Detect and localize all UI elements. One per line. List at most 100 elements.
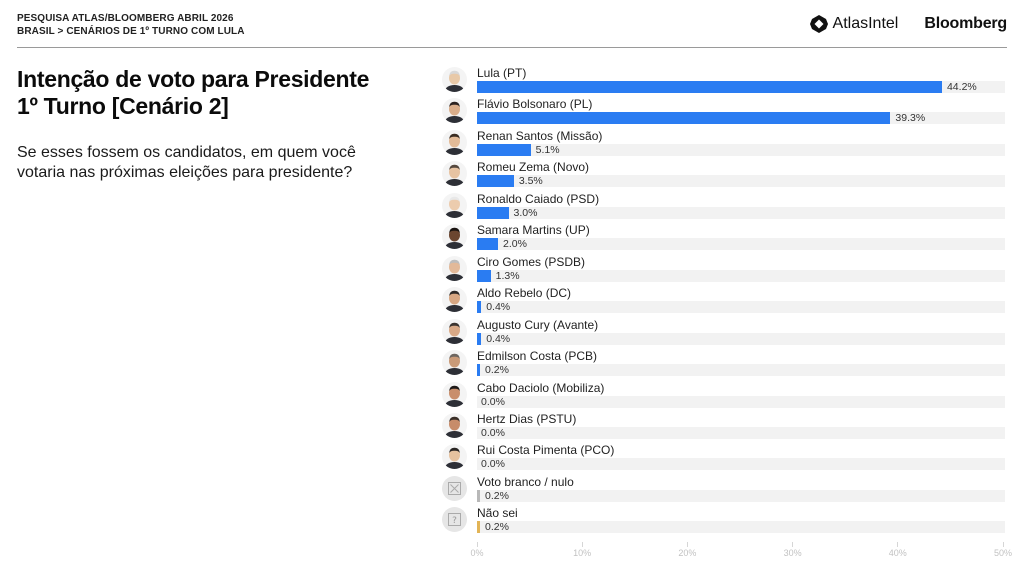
chart-row: Samara Martins (UP) 2.0% <box>440 221 1010 252</box>
tick-label: 0% <box>470 548 484 558</box>
x-axis-tick: 30% <box>778 542 808 558</box>
candidate-photo-icon <box>442 192 467 218</box>
candidate-label: Ronaldo Caiado (PSD) <box>477 191 600 206</box>
atlasintel-wordmark: AtlasIntel <box>832 15 899 32</box>
tick-mark <box>476 542 478 547</box>
x-axis-tick: 20% <box>672 542 702 558</box>
bar <box>477 81 942 93</box>
bar-track: 2.0% <box>477 238 1005 251</box>
candidate-label: Augusto Cury (Avante) <box>477 317 599 332</box>
atlasintel-octagon-icon <box>809 15 828 33</box>
x-axis-tick: 40% <box>883 542 913 558</box>
value-label: 0.0% <box>481 458 505 471</box>
bar <box>477 175 514 188</box>
value-label: 5.1% <box>535 143 560 156</box>
value-label: 0.2% <box>485 364 509 377</box>
x-axis-tick: 50% <box>988 542 1018 558</box>
x-axis-tick: 0% <box>462 542 492 558</box>
chart-row: Romeu Zema (Novo) 3.5% <box>440 158 1010 189</box>
candidate-label: Cabo Daciolo (Mobiliza) <box>477 380 605 395</box>
tick-mark <box>897 542 899 547</box>
tick-label: 50% <box>993 548 1012 558</box>
candidate-label: Aldo Rebelo (DC) <box>477 286 572 301</box>
candidate-label: Hertz Dias (PSTU) <box>477 411 577 426</box>
candidate-label: Rui Costa Pimenta (PCO) <box>477 443 615 458</box>
candidate-label: Edmilson Costa (PCB) <box>477 349 598 364</box>
bar <box>477 269 491 282</box>
header-divider <box>17 47 1007 48</box>
bar-track: 1.3% <box>477 269 1005 282</box>
bar-track: 0.4% <box>477 332 1005 345</box>
bar <box>477 332 482 345</box>
bar <box>477 521 480 534</box>
page-title: Intenção de voto para Presidente 1º Turn… <box>17 66 417 120</box>
bar <box>477 364 480 377</box>
candidate-photo-icon <box>442 161 467 187</box>
title-line-2: 1º Turno [Cenário 2] <box>17 93 229 119</box>
chart-row: Hertz Dias (PSTU) 0.0% <box>440 410 1010 441</box>
tick-mark <box>1002 542 1004 547</box>
chart-row: Rui Costa Pimenta (PCO) 0.0% <box>440 441 1010 472</box>
tick-mark <box>792 542 794 547</box>
breadcrumb: BRASIL > CENÁRIOS DE 1º TURNO COM LULA <box>17 26 245 37</box>
value-label: 1.3% <box>495 269 520 282</box>
chart-row: Augusto Cury (Avante) 0.4% <box>440 316 1010 347</box>
question-mark-icon: ? <box>442 507 467 533</box>
bar-track: 0.0% <box>477 458 1005 471</box>
x-axis: 0% 10% 20% 30% 40% 50% <box>470 542 1012 562</box>
chart-row: ? Não sei 0.2% <box>440 504 1010 535</box>
bloomberg-logo: Bloomberg <box>924 15 1007 32</box>
chart-row: Cabo Daciolo (Mobiliza) 0.0% <box>440 379 1010 410</box>
value-label: 39.3% <box>895 112 926 125</box>
bar <box>477 206 509 219</box>
value-label: 0.0% <box>481 426 505 439</box>
value-label: 3.5% <box>518 175 543 188</box>
chart-row: Flávio Bolsonaro (PL) 39.3% <box>440 95 1010 126</box>
tick-mark <box>686 542 688 547</box>
chart-row: Ronaldo Caiado (PSD) 3.0% <box>440 190 1010 221</box>
bar-track: 3.5% <box>477 175 1005 188</box>
candidate-photo-icon <box>442 255 467 281</box>
bar-track: 0.4% <box>477 301 1005 314</box>
chart-row: Edmilson Costa (PCB) 0.2% <box>440 347 1010 378</box>
candidate-label: Voto branco / nulo <box>477 474 574 489</box>
title-line-1: Intenção de voto para Presidente <box>17 66 370 92</box>
chart-row: Lula (PT) 44.2% <box>440 64 1010 95</box>
bar <box>477 112 891 125</box>
tick-mark <box>581 542 583 547</box>
candidate-label: Romeu Zema (Novo) <box>477 160 590 175</box>
value-label: 0.2% <box>485 489 509 502</box>
x-axis-tick: 10% <box>567 542 597 558</box>
candidate-label: Ciro Gomes (PSDB) <box>477 254 586 269</box>
value-label: 0.0% <box>481 395 505 408</box>
chart-row: Renan Santos (Missão) 5.1% <box>440 127 1010 158</box>
tick-label: 30% <box>783 548 802 558</box>
candidate-photo-icon <box>442 67 467 92</box>
candidate-photo-icon <box>442 412 467 438</box>
value-label: 0.2% <box>485 521 509 534</box>
tick-label: 40% <box>888 548 907 558</box>
candidate-label: Flávio Bolsonaro (PL) <box>477 97 593 112</box>
candidate-label: Lula (PT) <box>477 66 527 80</box>
atlasintel-logo: AtlasIntel <box>809 14 899 34</box>
value-label: 44.2% <box>946 81 977 93</box>
value-label: 2.0% <box>503 238 527 251</box>
candidate-label: Renan Santos (Missão) <box>477 128 603 143</box>
bar-track: 0.2% <box>477 364 1005 377</box>
brand-logos: AtlasIntel Bloomberg <box>809 12 1007 36</box>
candidate-photo-icon <box>442 444 467 470</box>
chart-row: Aldo Rebelo (DC) 0.4% <box>440 284 1010 315</box>
value-label: 0.4% <box>486 332 511 345</box>
bar <box>477 238 499 251</box>
survey-title: PESQUISA ATLAS/BLOOMBERG ABRIL 2026 <box>17 13 234 24</box>
candidate-label: Não sei <box>477 506 518 521</box>
blank-vote-icon <box>442 475 467 501</box>
survey-question: Se esses fossem os candidatos, em quem v… <box>17 144 356 181</box>
bar-track: 0.0% <box>477 395 1005 408</box>
bar-track: 0.0% <box>477 426 1005 439</box>
bar <box>477 301 482 314</box>
value-label: 3.0% <box>513 206 538 219</box>
bar-track: 44.2% <box>477 81 1005 93</box>
bar <box>477 489 480 502</box>
value-label: 0.4% <box>486 301 511 314</box>
